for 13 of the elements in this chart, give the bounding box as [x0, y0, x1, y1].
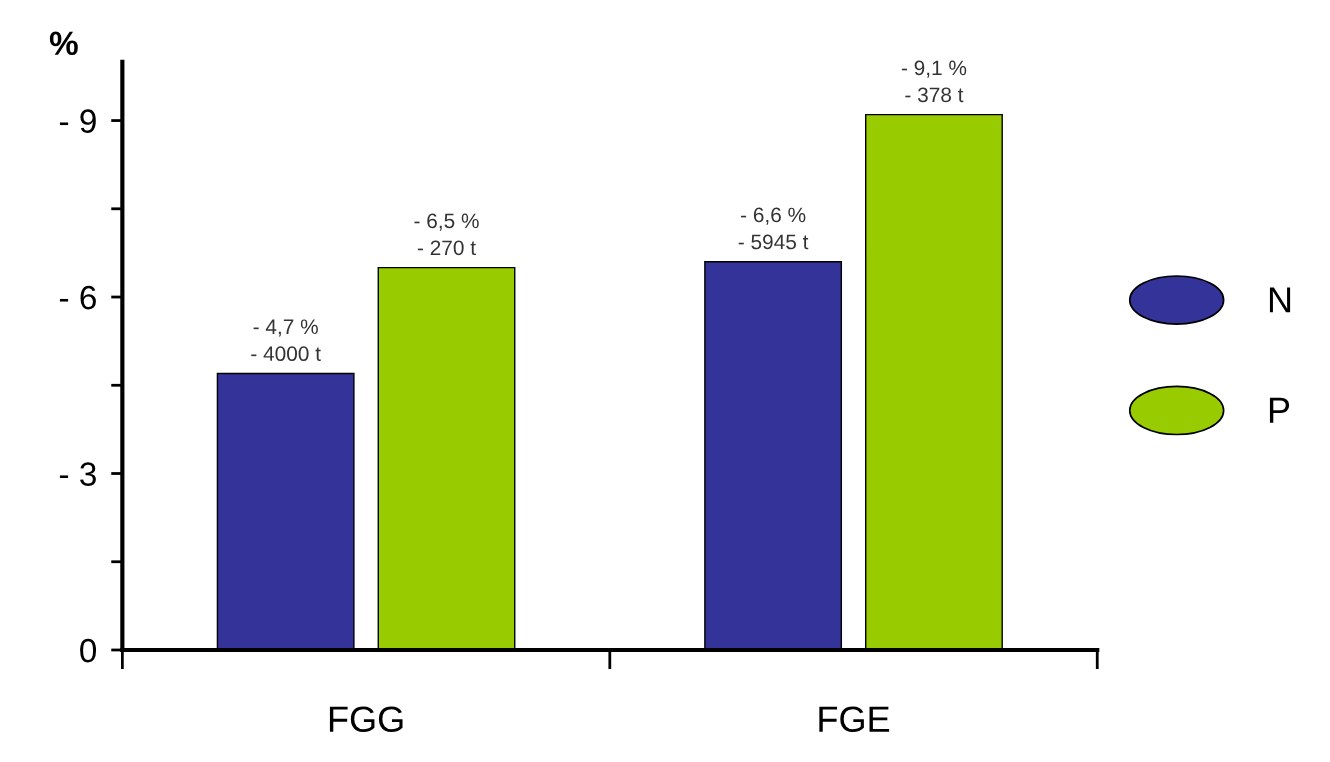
y-axis-title: % — [49, 31, 78, 56]
data-label: - 4,7 % - 4000 t — [251, 319, 321, 362]
data-label: - 6,5 % - 270 t — [414, 213, 479, 256]
legend-label: N — [1269, 287, 1291, 313]
y-tick-label: - 9 — [59, 109, 96, 133]
y-tick-label: - 3 — [59, 462, 96, 486]
x-tick-label: FGG — [329, 706, 403, 733]
y-tick-label: 0 — [80, 638, 97, 663]
x-tick-label: FGE — [819, 706, 890, 733]
data-label: - 6,6 % - 5945 t — [738, 207, 809, 250]
data-label: - 9,1 % - 378 t — [901, 60, 967, 103]
y-tick-label: - 6 — [59, 285, 96, 310]
legend-label: P — [1269, 397, 1290, 423]
